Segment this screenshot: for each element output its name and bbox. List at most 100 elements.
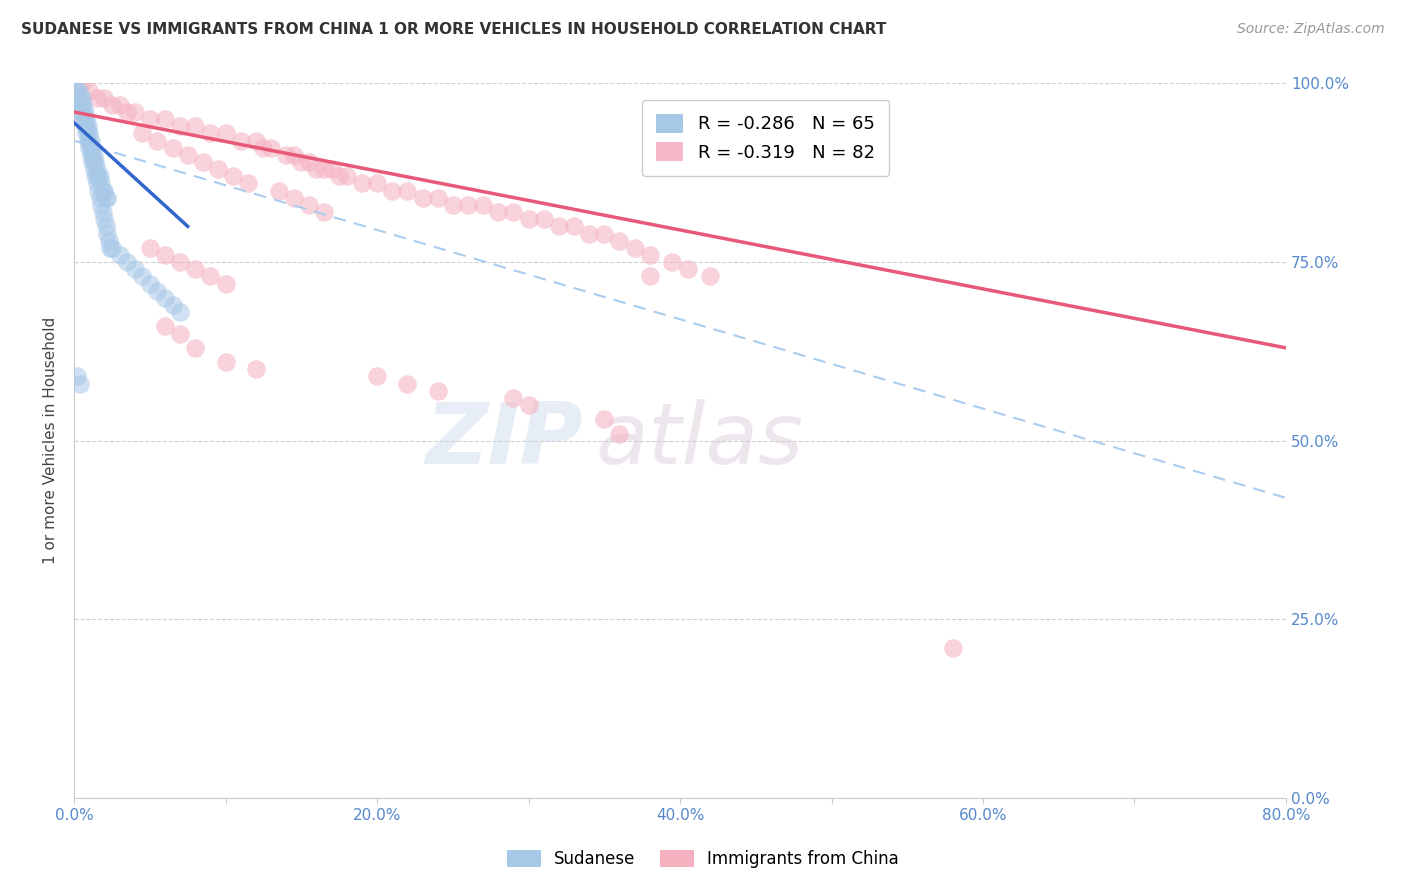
Point xyxy=(86,169,108,184)
Point xyxy=(638,269,661,284)
Point xyxy=(77,127,100,141)
Point xyxy=(131,127,153,141)
Point xyxy=(441,198,464,212)
Point xyxy=(276,148,298,162)
Point xyxy=(124,105,146,120)
Point xyxy=(502,391,524,405)
Point xyxy=(70,98,93,112)
Point xyxy=(96,191,118,205)
Point xyxy=(82,141,104,155)
Point xyxy=(153,248,176,262)
Point xyxy=(245,362,267,376)
Point xyxy=(86,177,108,191)
Point xyxy=(153,112,176,127)
Point xyxy=(366,369,388,384)
Point xyxy=(222,169,245,184)
Point xyxy=(517,398,540,412)
Point xyxy=(77,141,100,155)
Legend: R = -0.286   N = 65, R = -0.319   N = 82: R = -0.286 N = 65, R = -0.319 N = 82 xyxy=(641,100,889,177)
Point xyxy=(69,91,91,105)
Point xyxy=(84,169,107,184)
Point xyxy=(72,98,94,112)
Point xyxy=(70,91,93,105)
Point xyxy=(97,234,120,248)
Point xyxy=(214,355,236,369)
Point xyxy=(623,241,645,255)
Point xyxy=(73,105,96,120)
Point xyxy=(80,134,103,148)
Point xyxy=(517,212,540,227)
Text: SUDANESE VS IMMIGRANTS FROM CHINA 1 OR MORE VEHICLES IN HOUSEHOLD CORRELATION CH: SUDANESE VS IMMIGRANTS FROM CHINA 1 OR M… xyxy=(21,22,886,37)
Point xyxy=(80,148,103,162)
Point xyxy=(82,148,104,162)
Point xyxy=(638,248,661,262)
Point xyxy=(67,98,90,112)
Point xyxy=(80,141,103,155)
Point xyxy=(290,155,312,169)
Point xyxy=(70,77,93,91)
Point xyxy=(214,277,236,291)
Point xyxy=(91,205,114,219)
Point xyxy=(312,162,335,177)
Point xyxy=(214,127,236,141)
Point xyxy=(66,84,89,98)
Point xyxy=(177,148,200,162)
Point xyxy=(82,155,104,169)
Point xyxy=(86,162,108,177)
Point xyxy=(139,112,162,127)
Point xyxy=(115,105,138,120)
Point xyxy=(84,155,107,169)
Point xyxy=(69,105,91,120)
Point xyxy=(124,262,146,277)
Point xyxy=(73,112,96,127)
Point xyxy=(609,234,631,248)
Point xyxy=(298,198,321,212)
Point xyxy=(146,134,169,148)
Point xyxy=(93,212,115,227)
Point xyxy=(75,127,97,141)
Point xyxy=(305,162,328,177)
Point xyxy=(73,120,96,134)
Point xyxy=(162,298,184,312)
Point xyxy=(184,120,207,134)
Point xyxy=(609,426,631,441)
Point xyxy=(101,98,124,112)
Point xyxy=(260,141,283,155)
Point xyxy=(94,191,117,205)
Point xyxy=(89,169,111,184)
Point xyxy=(200,127,222,141)
Point xyxy=(83,148,105,162)
Text: ZIP: ZIP xyxy=(426,400,583,483)
Point xyxy=(87,184,110,198)
Point xyxy=(101,241,124,255)
Point xyxy=(245,134,267,148)
Point xyxy=(66,369,89,384)
Legend: Sudanese, Immigrants from China: Sudanese, Immigrants from China xyxy=(501,843,905,875)
Point xyxy=(76,134,98,148)
Point xyxy=(562,219,585,234)
Text: atlas: atlas xyxy=(595,400,803,483)
Point xyxy=(131,269,153,284)
Point xyxy=(77,84,100,98)
Point xyxy=(336,169,359,184)
Point xyxy=(942,640,965,655)
Point xyxy=(207,162,229,177)
Point xyxy=(412,191,434,205)
Point xyxy=(69,376,91,391)
Point xyxy=(153,319,176,334)
Point xyxy=(77,134,100,148)
Point xyxy=(200,269,222,284)
Point xyxy=(75,120,97,134)
Point xyxy=(699,269,721,284)
Point xyxy=(312,205,335,219)
Point xyxy=(396,184,419,198)
Point xyxy=(267,184,290,198)
Point xyxy=(328,169,350,184)
Point xyxy=(229,134,252,148)
Point xyxy=(139,277,162,291)
Point xyxy=(486,205,509,219)
Point xyxy=(184,341,207,355)
Point xyxy=(100,241,122,255)
Point xyxy=(91,184,114,198)
Point xyxy=(283,191,305,205)
